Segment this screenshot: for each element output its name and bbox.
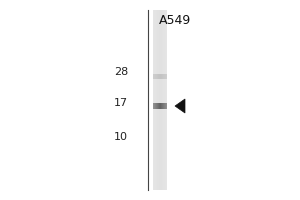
Bar (154, 103, 155, 109)
Bar (161, 10, 162, 190)
Bar (159, 73, 160, 78)
Bar (162, 10, 163, 190)
Bar (157, 73, 158, 78)
Bar (156, 103, 157, 109)
Bar (166, 73, 167, 78)
Text: 10: 10 (114, 132, 128, 142)
Bar (154, 10, 155, 190)
Bar (166, 103, 167, 109)
Bar (153, 103, 154, 109)
Bar (162, 103, 163, 109)
Bar (162, 73, 163, 78)
Bar (165, 10, 166, 190)
Text: A549: A549 (159, 14, 191, 27)
Text: 17: 17 (114, 98, 128, 108)
Bar (166, 10, 167, 190)
Text: 28: 28 (114, 67, 128, 77)
Bar (158, 103, 159, 109)
Bar (163, 103, 164, 109)
Bar (159, 103, 160, 109)
Bar (160, 73, 161, 78)
Bar (160, 10, 161, 190)
Bar (160, 103, 161, 109)
Bar (156, 10, 157, 190)
Bar (157, 10, 158, 190)
Bar (153, 73, 154, 78)
Bar (156, 73, 157, 78)
Bar (161, 103, 162, 109)
Bar (158, 10, 159, 190)
Bar (164, 103, 165, 109)
Bar (155, 103, 156, 109)
Bar (163, 10, 164, 190)
Bar (161, 73, 162, 78)
Bar (164, 10, 165, 190)
Bar (157, 103, 158, 109)
Bar (158, 73, 159, 78)
Bar (155, 73, 156, 78)
Bar (155, 10, 156, 190)
Bar (164, 73, 165, 78)
Polygon shape (175, 99, 185, 113)
Bar (163, 73, 164, 78)
Bar (153, 10, 154, 190)
Bar (165, 73, 166, 78)
Bar (165, 103, 166, 109)
Bar (159, 10, 160, 190)
Bar (154, 73, 155, 78)
